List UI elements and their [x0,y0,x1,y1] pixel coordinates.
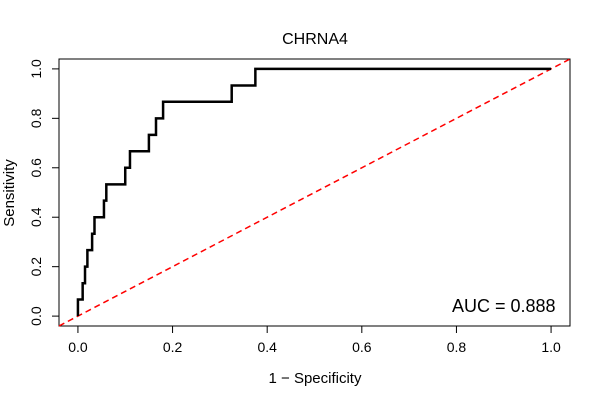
x-tick-label: 0.6 [352,339,372,355]
x-tick-label: 0.2 [163,339,183,355]
y-axis-title: Sensitivity [1,159,18,227]
y-tick-label: 0.6 [28,158,44,178]
plot-area: 0.0 0.2 0.4 0.6 0.8 1.0 0.0 0.2 0.4 0.6 0.8 1.0 AUC … [28,58,571,355]
chart-title: CHRNA4 [282,31,348,48]
x-tick-label: 0.0 [68,339,88,355]
y-tick-label: 0.8 [28,108,44,128]
y-tick-label: 0.2 [28,257,44,277]
x-tick-label: 0.8 [447,339,467,355]
roc-curve-line [76,67,552,317]
y-tick-label: 0.0 [28,306,44,326]
y-tick-label: 1.0 [28,59,44,79]
x-tick-label: 1.0 [541,339,561,355]
x-axis-title: 1 − Specificity [269,370,362,387]
auc-annotation: AUC = 0.888 [452,296,556,316]
reference-diagonal-line [58,58,571,327]
y-tick-label: 0.4 [28,207,44,227]
x-tick-label: 0.4 [257,339,277,355]
